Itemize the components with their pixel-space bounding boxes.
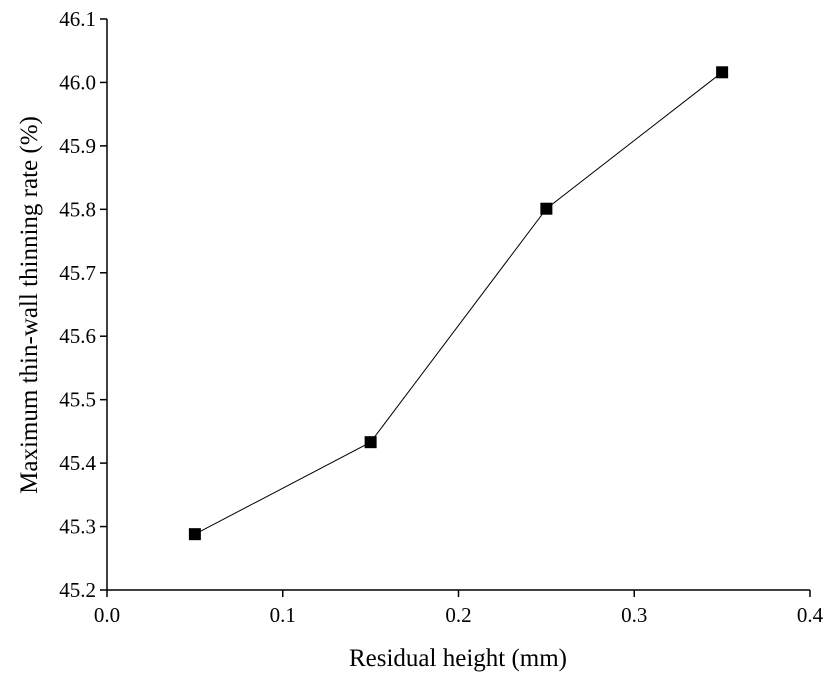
y-tick-label: 45.6 — [59, 324, 96, 348]
y-tick-label: 45.5 — [59, 388, 96, 412]
x-tick-label: 0.3 — [621, 603, 647, 627]
data-point-marker — [188, 528, 201, 541]
y-tick-label: 45.8 — [59, 197, 96, 221]
y-axis-title: Maximum thin-wall thinning rate (%) — [16, 116, 43, 494]
y-tick-label: 46.0 — [59, 70, 96, 94]
series-layer — [188, 66, 729, 541]
x-axis-title: Residual height (mm) — [349, 645, 567, 672]
y-ticks: 45.2 45.3 45.4 45.5 45.6 45.7 45.8 45.9 46.0 46.1 — [59, 7, 107, 602]
y-tick-label: 45.7 — [59, 261, 96, 285]
series-line — [194, 71, 723, 535]
y-tick-label: 45.2 — [59, 578, 96, 602]
x-ticks: 0.0 0.1 0.2 0.3 0.4 — [94, 590, 824, 627]
y-tick-label: 45.4 — [59, 451, 96, 475]
data-point-marker — [364, 436, 377, 449]
data-point-marker — [540, 202, 553, 215]
y-tick-label: 46.1 — [59, 7, 96, 31]
data-point-marker — [716, 66, 729, 79]
x-tick-label: 0.4 — [797, 603, 824, 627]
x-tick-label: 0.2 — [445, 603, 471, 627]
x-tick-label: 0.1 — [270, 603, 296, 627]
axes — [106, 19, 810, 591]
x-tick-label: 0.0 — [94, 603, 120, 627]
y-tick-label: 45.9 — [59, 134, 96, 158]
y-tick-label: 45.3 — [59, 515, 96, 539]
